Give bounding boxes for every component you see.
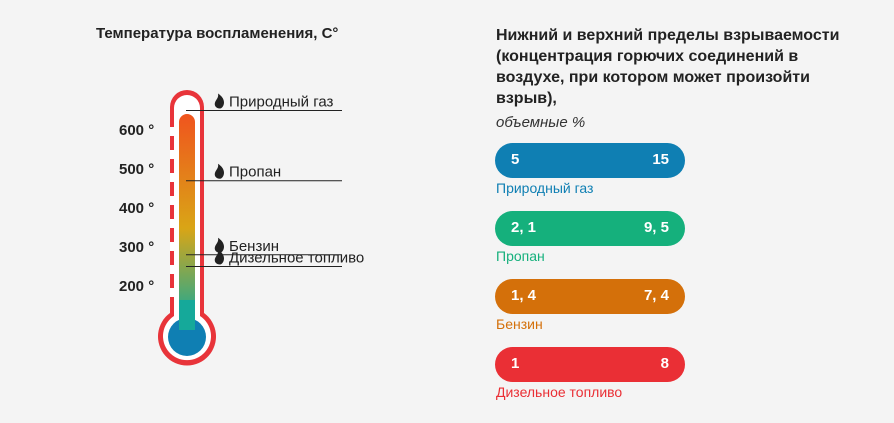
thermometer-bulb-neck [179,300,195,330]
explosion-limits-unit: объемные % [496,114,586,131]
flame-icon [214,249,224,265]
flame-icon [214,93,224,109]
scale-dash [170,150,179,159]
explosion-range-bar: 5 15 [495,143,685,178]
scale-dash [170,288,179,297]
upper-limit-value: 15 [652,151,669,168]
ignition-temperature-title: Температура воспламенения, С° [96,25,339,42]
tick-label: 500 ° [119,161,154,178]
scale-dash [170,196,179,205]
scale-dash [170,265,179,274]
scale-dash [170,173,179,182]
explosion-limits-title: Нижний и верхний пределы взрываемости (к… [496,27,840,107]
thermometer-chart: 600 ° 500 ° 400 ° 300 ° 200 ° Природный газ Пр… [119,90,364,366]
marker-label: Природный газ [229,94,334,111]
upper-limit-value: 7, 4 [643,287,669,304]
flame-icon [214,163,224,179]
lower-limit-value: 5 [511,151,520,168]
upper-limit-value: 8 [660,355,669,372]
tick-label: 600 ° [119,122,154,139]
lower-limit-value: 2, 1 [511,219,537,236]
scale-dash [170,242,179,251]
thermometer-mercury [179,114,195,322]
scale-dash [170,127,179,136]
fuel-name-label: Бензин [496,316,543,332]
upper-limit-value: 9, 5 [643,219,669,236]
marker-label: Дизельное топливо [229,250,364,267]
thermometer-bulb [168,318,206,356]
tick-label: 300 ° [119,239,154,256]
fuel-name-label: Пропан [496,248,545,264]
tick-label: 400 ° [119,200,154,217]
explosion-range-bar: 1, 4 7, 4 [495,279,685,314]
marker-label: Пропан [229,164,281,181]
lower-limit-value: 1, 4 [511,287,537,304]
scale-dash [170,219,179,228]
tick-label: 200 ° [119,278,154,295]
explosion-range-bar: 2, 1 9, 5 [495,211,685,246]
flame-icon [214,237,224,253]
marker-label: Бензин [229,238,279,255]
fuel-name-label: Природный газ [496,180,594,196]
fuel-name-label: Дизельное топливо [496,384,623,400]
lower-limit-value: 1 [511,355,520,372]
